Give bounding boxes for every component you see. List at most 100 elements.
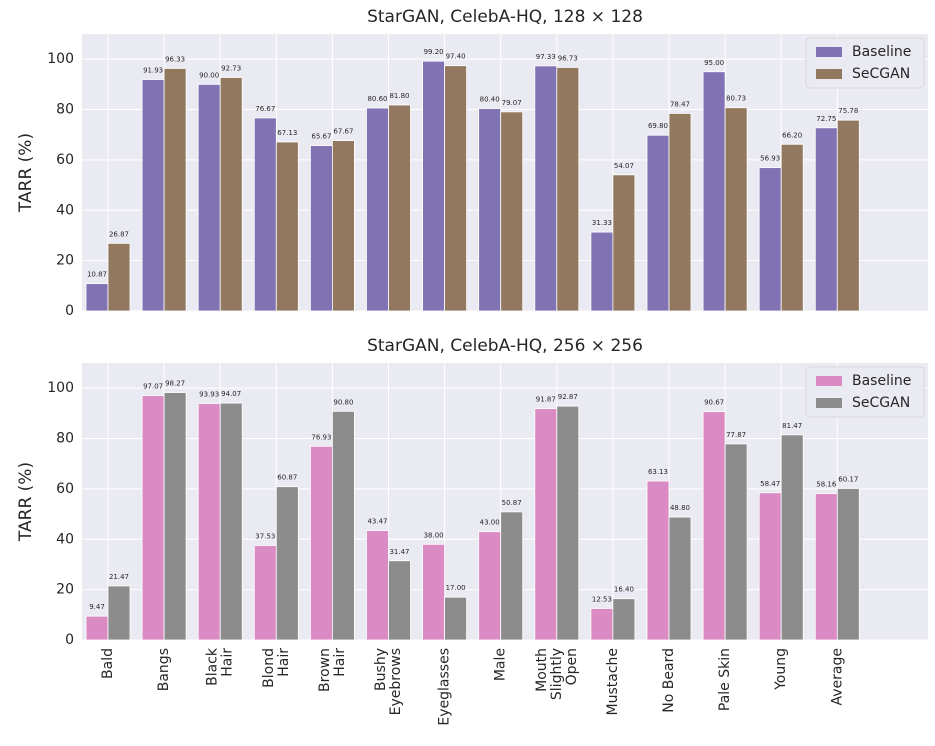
x-tick-label: BlondHair <box>261 648 292 688</box>
value-label: 90.80 <box>333 398 353 406</box>
x-tick-label: Male <box>493 648 509 681</box>
bar <box>478 531 502 641</box>
bar <box>163 68 187 312</box>
bar <box>814 127 838 312</box>
value-label: 56.93 <box>760 155 780 163</box>
legend-swatch <box>816 69 842 79</box>
value-label: 92.87 <box>558 393 578 401</box>
value-label: 65.67 <box>311 133 331 141</box>
legend-label: SeCGAN <box>852 395 910 411</box>
bar <box>197 403 221 641</box>
value-label: 80.40 <box>480 96 500 104</box>
value-label: 31.47 <box>389 548 409 556</box>
value-label: 91.87 <box>536 396 556 404</box>
bar <box>253 117 277 312</box>
bar <box>556 405 580 641</box>
bar <box>478 108 502 312</box>
value-label: 26.87 <box>109 230 129 238</box>
y-tick-label: 20 <box>56 582 74 598</box>
bar <box>444 596 468 641</box>
bar <box>668 516 692 641</box>
x-tick-label: Young <box>773 648 789 691</box>
y-tick-label: 40 <box>56 531 74 547</box>
chart-title: StarGAN, CelebA-HQ, 256 × 256 <box>367 336 643 356</box>
bar <box>197 83 221 312</box>
y-tick-label: 80 <box>56 102 74 118</box>
bar <box>422 60 446 312</box>
value-label: 31.33 <box>592 219 612 227</box>
value-label: 63.13 <box>648 468 668 476</box>
value-label: 76.93 <box>311 433 331 441</box>
y-axis-label: TARR (%) <box>16 462 36 542</box>
bar <box>388 560 411 641</box>
bar <box>814 493 838 641</box>
bar <box>388 104 411 312</box>
value-label: 93.93 <box>199 390 219 398</box>
value-label: 95.00 <box>704 59 724 67</box>
value-label: 48.80 <box>670 504 690 512</box>
value-label: 97.40 <box>446 53 466 61</box>
value-label: 97.07 <box>143 383 163 391</box>
value-label: 10.87 <box>87 271 107 279</box>
bar <box>534 408 558 641</box>
value-label: 66.20 <box>782 131 802 139</box>
legend-swatch <box>816 376 842 386</box>
value-label: 72.75 <box>816 115 836 123</box>
bar <box>556 67 580 312</box>
value-label: 58.16 <box>816 481 837 489</box>
value-label: 99.20 <box>424 48 444 56</box>
y-tick-label: 60 <box>56 481 74 497</box>
bar <box>780 143 804 312</box>
bar <box>309 445 333 641</box>
legend-label: Baseline <box>852 373 911 389</box>
y-tick-label: 80 <box>56 431 74 447</box>
bar <box>836 488 860 641</box>
value-label: 77.87 <box>726 431 746 439</box>
bar <box>275 486 299 641</box>
value-label: 67.67 <box>333 128 353 136</box>
y-tick-label: 0 <box>65 632 74 648</box>
value-label: 43.00 <box>480 519 500 527</box>
bar <box>758 492 782 641</box>
x-tick-label: MouthSlightlyOpen <box>534 648 580 700</box>
bar <box>85 283 109 312</box>
y-tick-label: 100 <box>47 380 74 396</box>
bar <box>275 141 299 312</box>
bar <box>590 608 614 641</box>
value-label: 67.13 <box>277 129 297 137</box>
value-label: 90.00 <box>199 71 219 79</box>
bar <box>219 402 243 641</box>
bar <box>366 107 389 312</box>
bar <box>646 480 670 641</box>
value-label: 91.93 <box>143 67 163 75</box>
legend-swatch <box>816 47 842 57</box>
x-tick-label: Mustache <box>605 648 621 716</box>
value-label: 43.47 <box>367 518 387 526</box>
x-tick-label: BrownHair <box>317 648 348 692</box>
bar <box>724 443 748 641</box>
value-label: 80.73 <box>726 95 746 103</box>
value-label: 38.00 <box>424 531 444 539</box>
chart-title: StarGAN, CelebA-HQ, 128 × 128 <box>367 7 643 27</box>
bar <box>758 167 782 312</box>
x-tick-label: Average <box>829 648 845 706</box>
value-label: 60.17 <box>838 475 858 483</box>
value-label: 9.47 <box>89 603 105 611</box>
y-tick-label: 40 <box>56 202 74 218</box>
bar <box>444 65 468 312</box>
bar <box>219 77 243 312</box>
bar <box>612 598 636 641</box>
bar <box>366 530 389 641</box>
y-tick-label: 100 <box>47 51 74 67</box>
value-label: 96.33 <box>165 55 185 63</box>
value-label: 79.07 <box>502 99 522 107</box>
value-label: 76.67 <box>255 105 275 113</box>
value-label: 80.60 <box>367 95 387 103</box>
bar <box>331 140 355 312</box>
bar <box>331 410 355 641</box>
value-label: 75.78 <box>838 107 858 115</box>
bar <box>612 174 636 312</box>
value-label: 78.47 <box>670 100 690 108</box>
value-label: 96.73 <box>558 54 578 62</box>
